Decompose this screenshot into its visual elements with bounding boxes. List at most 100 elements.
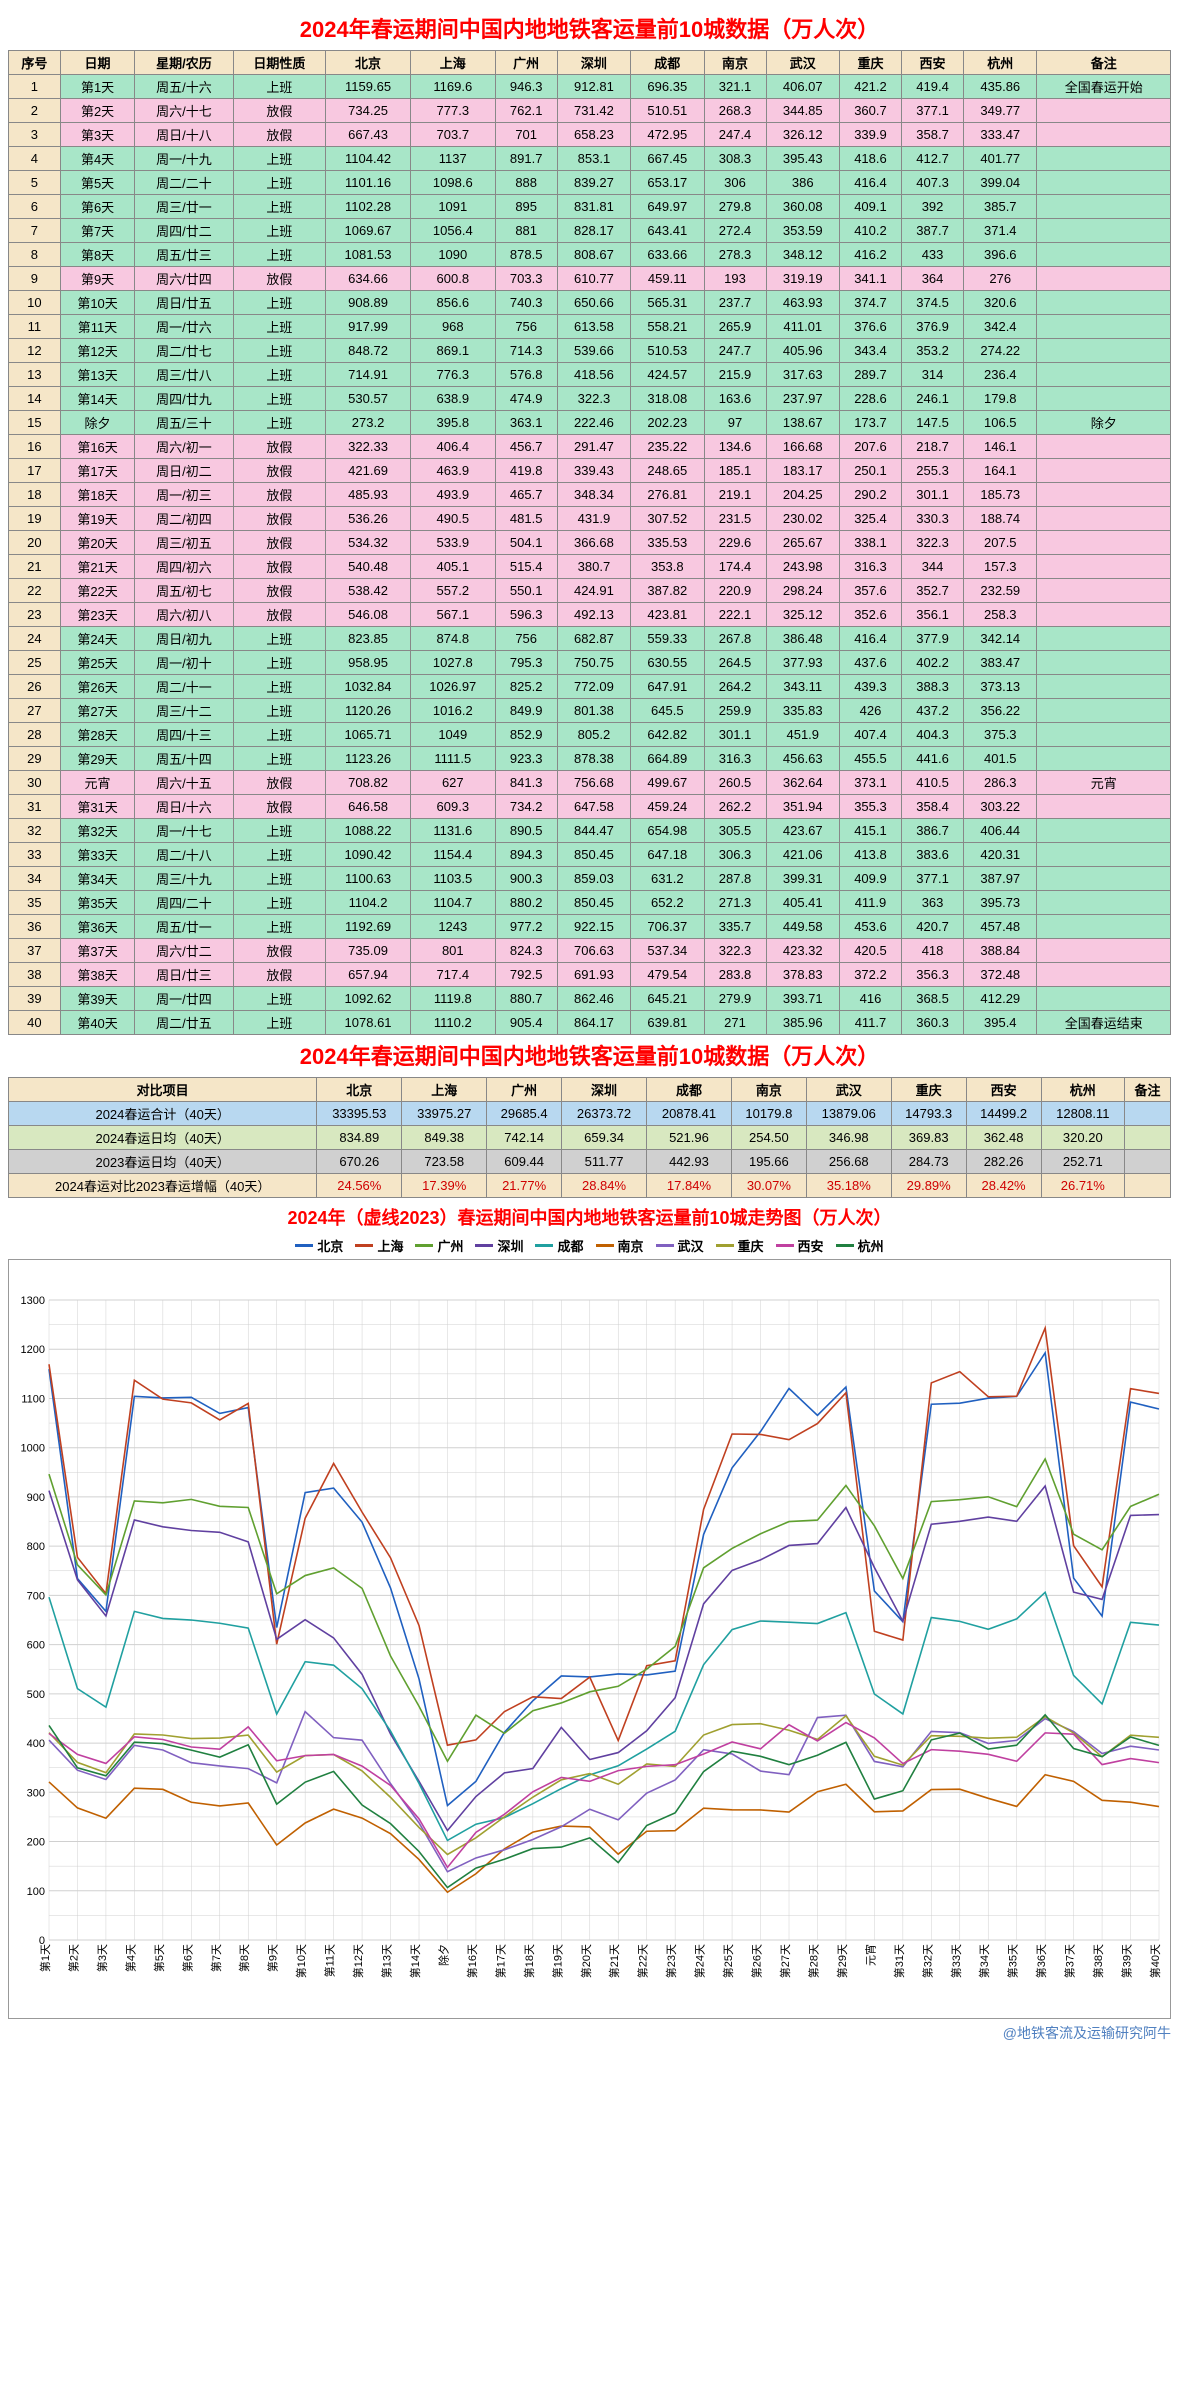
table-row: 22第22天周五/初七放假538.42557.2550.1424.91387.8… [9, 579, 1171, 603]
cell: 406.4 [410, 435, 495, 459]
cell: 396.6 [964, 243, 1037, 267]
cell: 703.3 [495, 267, 557, 291]
cell: 273.2 [326, 411, 411, 435]
cell: 308.3 [704, 147, 766, 171]
cell: 375.3 [964, 723, 1037, 747]
cell: 357.6 [839, 579, 901, 603]
cell [1037, 555, 1171, 579]
table-row: 39第39天周一/廿四上班1092.621119.8880.7862.46645… [9, 987, 1171, 1011]
cell: 放假 [233, 267, 326, 291]
legend-label: 深圳 [497, 1236, 523, 1255]
cell: 230.02 [766, 507, 839, 531]
cell: 319.19 [766, 267, 839, 291]
summary-row: 2023春运日均（40天）670.26723.58609.44511.77442… [9, 1150, 1171, 1174]
cell: 上班 [233, 315, 326, 339]
cell: 周五/廿一 [135, 915, 233, 939]
cell: 409.9 [839, 867, 901, 891]
svg-text:第4天: 第4天 [123, 1944, 137, 1972]
cell [1037, 531, 1171, 555]
cell: 第40天 [60, 1011, 134, 1035]
cell: 周日/十六 [135, 795, 233, 819]
cell: 322.3 [704, 939, 766, 963]
cell: 667.45 [631, 147, 704, 171]
cell: 363 [902, 891, 964, 915]
cell: 536.26 [326, 507, 411, 531]
cell: 439.3 [839, 675, 901, 699]
line-chart: 0100200300400500600700800900100011001200… [8, 1259, 1171, 2019]
cell: 219.1 [704, 483, 766, 507]
cell: 229.6 [704, 531, 766, 555]
cell: 258.3 [964, 603, 1037, 627]
table-row: 9第9天周六/廿四放假634.66600.8703.3610.77459.111… [9, 267, 1171, 291]
cell: 30.07% [731, 1174, 806, 1198]
cell: 220.9 [704, 579, 766, 603]
svg-text:第5天: 第5天 [152, 1944, 166, 1972]
cell: 407.4 [839, 723, 901, 747]
cell: 353.2 [902, 339, 964, 363]
cell: 185.1 [704, 459, 766, 483]
cell: 8 [9, 243, 61, 267]
cell [1037, 747, 1171, 771]
table-row: 2第2天周六/十七放假734.25777.3762.1731.42510.512… [9, 99, 1171, 123]
cell: 459.24 [631, 795, 704, 819]
cell: 第17天 [60, 459, 134, 483]
cell: 894.3 [495, 843, 557, 867]
summary-header-row: 对比项目北京上海广州深圳成都南京武汉重庆西安杭州备注 [9, 1078, 1171, 1102]
legend-swatch [535, 1244, 553, 1247]
cell: 21 [9, 555, 61, 579]
cell: 431.9 [557, 507, 630, 531]
cell: 362.48 [966, 1126, 1041, 1150]
cell [1125, 1150, 1171, 1174]
cell: 第33天 [60, 843, 134, 867]
legend-item: 成都 [535, 1236, 583, 1255]
svg-text:500: 500 [27, 1689, 45, 1701]
cell: 385.96 [766, 1011, 839, 1035]
cell [1125, 1126, 1171, 1150]
cell: 23 [9, 603, 61, 627]
cell: 874.8 [410, 627, 495, 651]
legend-item: 西安 [776, 1236, 824, 1255]
cell: 97 [704, 411, 766, 435]
cell: 第11天 [60, 315, 134, 339]
table-row: 38第38天周日/廿三放假657.94717.4792.5691.93479.5… [9, 963, 1171, 987]
col-header: 武汉 [766, 51, 839, 75]
cell: 326.12 [766, 123, 839, 147]
cell: 第23天 [60, 603, 134, 627]
cell: 610.77 [557, 267, 630, 291]
cell: 734.2 [495, 795, 557, 819]
cell: 335.83 [766, 699, 839, 723]
cell [1037, 651, 1171, 675]
cell: 481.5 [495, 507, 557, 531]
cell: 540.48 [326, 555, 411, 579]
cell: 479.54 [631, 963, 704, 987]
legend-item: 重庆 [716, 1236, 764, 1255]
svg-text:第27天: 第27天 [778, 1944, 792, 1978]
legend-item: 上海 [355, 1236, 403, 1255]
cell: 696.35 [631, 75, 704, 99]
cell: 39 [9, 987, 61, 1011]
cell: 510.53 [631, 339, 704, 363]
cell: 735.09 [326, 939, 411, 963]
cell: 第34天 [60, 867, 134, 891]
legend-label: 南京 [618, 1236, 644, 1255]
cell: 1131.6 [410, 819, 495, 843]
table-row: 7第7天周四/廿二上班1069.671056.4881828.17643.412… [9, 219, 1171, 243]
cell: 456.7 [495, 435, 557, 459]
cell: 395.43 [766, 147, 839, 171]
cell: 276 [964, 267, 1037, 291]
svg-text:第22天: 第22天 [636, 1944, 650, 1978]
cell: 411.01 [766, 315, 839, 339]
cell: 1104.42 [326, 147, 411, 171]
svg-text:第37天: 第37天 [1063, 1944, 1077, 1978]
cell: 631.2 [631, 867, 704, 891]
cell: 881 [495, 219, 557, 243]
legend-label: 武汉 [678, 1236, 704, 1255]
cell: 634.66 [326, 267, 411, 291]
cell: 4 [9, 147, 61, 171]
cell: 1110.2 [410, 1011, 495, 1035]
cell: 237.97 [766, 387, 839, 411]
cell: 264.2 [704, 675, 766, 699]
cell: 366.68 [557, 531, 630, 555]
cell [1037, 267, 1171, 291]
svg-text:600: 600 [27, 1640, 45, 1652]
